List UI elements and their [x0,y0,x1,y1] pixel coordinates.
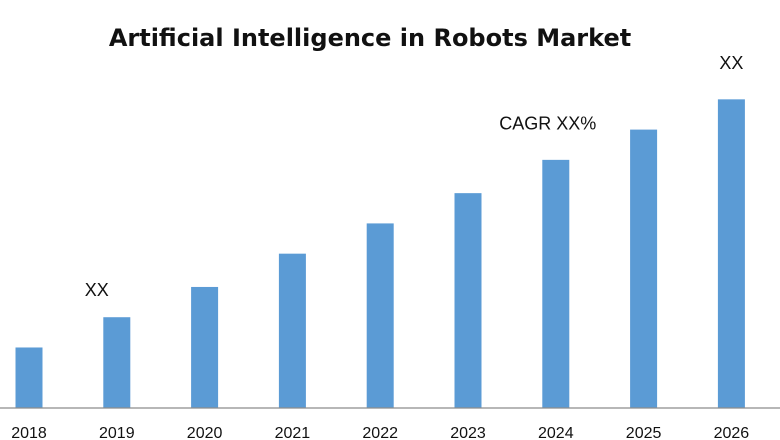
x-tick-label-2024: 2024 [538,425,574,440]
bar-2025 [630,129,658,408]
bar-2019 [103,317,131,408]
annotations-group: XX CAGR XX% XX [85,53,744,300]
bar-2022 [366,223,394,408]
x-tick-label-2018: 2018 [11,425,47,440]
x-tick-label-2022: 2022 [362,425,398,440]
chart-title: Artificial Intelligence in Robots Market [109,24,631,52]
x-tick-label-2026: 2026 [714,425,750,440]
x-tick-label-2020: 2020 [187,425,223,440]
x-tick-label-2019: 2019 [99,425,135,440]
bar-2024 [542,159,570,408]
bars-group [15,99,745,409]
x-tick-label-2023: 2023 [450,425,486,440]
x-tick-label-2025: 2025 [626,425,662,440]
bar-2026 [717,99,745,409]
bar-2018 [15,347,43,408]
bar-2023 [454,193,482,408]
bar-2020 [191,286,219,408]
annotation-1: CAGR XX% [499,114,596,134]
bar-2021 [278,253,306,408]
annotation-0: XX [85,280,109,300]
x-tick-label-2021: 2021 [275,425,311,440]
annotation-2: XX [719,53,743,73]
x-tick-labels: 2018 2019 2020 2021 2022 2023 2024 2025 2026 [11,425,749,440]
